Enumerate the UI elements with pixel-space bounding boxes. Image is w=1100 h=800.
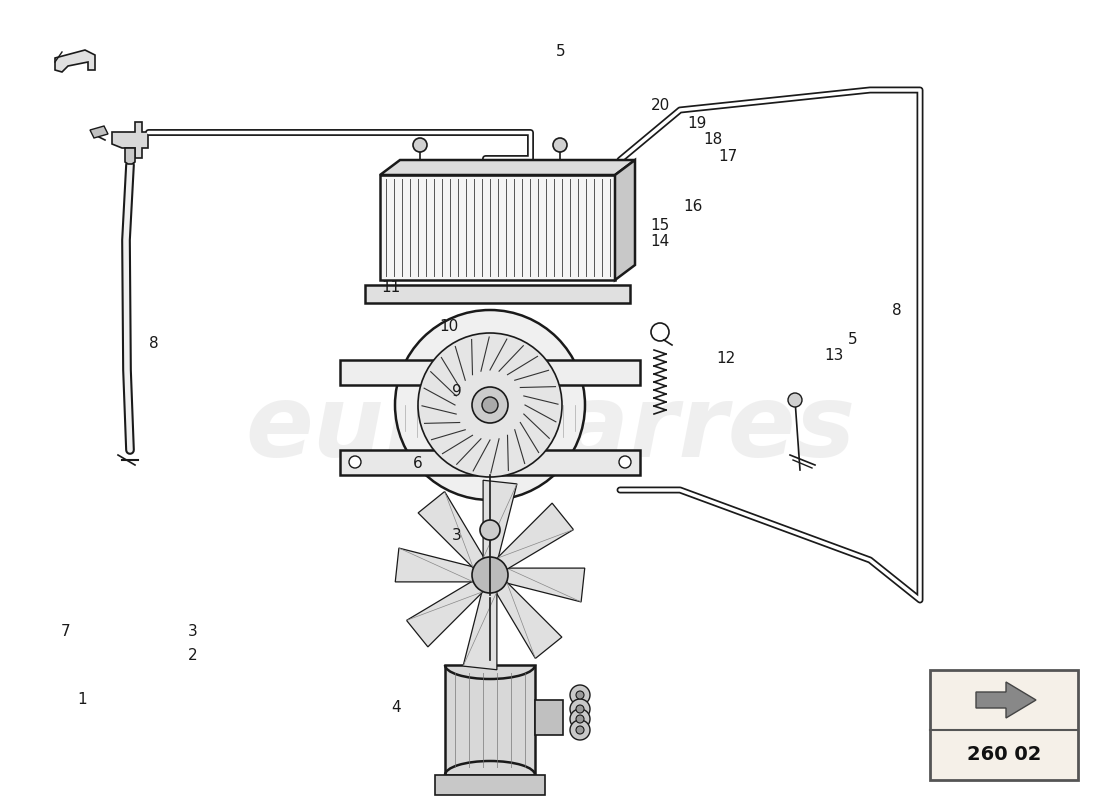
Polygon shape <box>395 548 474 582</box>
Bar <box>434 775 544 795</box>
Circle shape <box>576 691 584 699</box>
Bar <box>930 670 1078 780</box>
Circle shape <box>480 520 501 540</box>
Bar <box>535 700 563 735</box>
Polygon shape <box>418 491 484 568</box>
Circle shape <box>570 699 590 719</box>
Text: 1: 1 <box>78 693 87 707</box>
Polygon shape <box>615 160 635 280</box>
Text: 13: 13 <box>824 349 844 363</box>
Text: 8: 8 <box>150 337 158 351</box>
Text: 18: 18 <box>703 133 723 147</box>
Circle shape <box>395 310 585 500</box>
Text: 10: 10 <box>439 319 459 334</box>
Polygon shape <box>463 591 497 670</box>
Circle shape <box>412 138 427 152</box>
Bar <box>379 175 615 280</box>
Circle shape <box>619 456 631 468</box>
Circle shape <box>576 715 584 723</box>
Text: 5: 5 <box>848 333 857 347</box>
Circle shape <box>472 557 508 593</box>
Circle shape <box>570 685 590 705</box>
Circle shape <box>570 709 590 729</box>
Polygon shape <box>496 582 562 658</box>
Text: 19: 19 <box>688 117 707 131</box>
Bar <box>446 665 535 775</box>
Text: 9: 9 <box>452 385 461 399</box>
Text: 11: 11 <box>381 281 400 295</box>
Text: 8: 8 <box>892 303 901 318</box>
Polygon shape <box>90 126 108 138</box>
Polygon shape <box>497 503 573 569</box>
Text: 7: 7 <box>62 625 70 639</box>
Text: 3: 3 <box>188 625 197 639</box>
Text: 3: 3 <box>452 529 461 543</box>
Text: 5: 5 <box>557 45 565 59</box>
Text: 16: 16 <box>683 199 703 214</box>
Polygon shape <box>55 50 95 72</box>
Circle shape <box>570 720 590 740</box>
Bar <box>340 360 640 385</box>
Circle shape <box>349 456 361 468</box>
Circle shape <box>482 397 498 413</box>
Circle shape <box>576 726 584 734</box>
Polygon shape <box>407 581 483 647</box>
Polygon shape <box>112 122 148 158</box>
Bar <box>340 450 640 475</box>
Circle shape <box>576 705 584 713</box>
Text: 17: 17 <box>718 150 738 164</box>
Circle shape <box>788 393 802 407</box>
Polygon shape <box>506 568 585 602</box>
Polygon shape <box>379 160 635 175</box>
Text: 15: 15 <box>650 218 670 233</box>
Text: 260 02: 260 02 <box>967 746 1042 765</box>
Text: eurocarres: eurocarres <box>245 382 855 478</box>
Circle shape <box>472 387 508 423</box>
Bar <box>365 285 630 303</box>
Polygon shape <box>976 682 1036 718</box>
Circle shape <box>418 333 562 477</box>
Text: 6: 6 <box>414 457 422 471</box>
Circle shape <box>553 138 566 152</box>
Polygon shape <box>125 148 135 164</box>
Polygon shape <box>483 480 517 559</box>
Text: 12: 12 <box>716 351 736 366</box>
Text: 14: 14 <box>650 234 670 249</box>
Text: 4: 4 <box>392 701 400 715</box>
Text: 20: 20 <box>650 98 670 113</box>
Text: 2: 2 <box>188 649 197 663</box>
